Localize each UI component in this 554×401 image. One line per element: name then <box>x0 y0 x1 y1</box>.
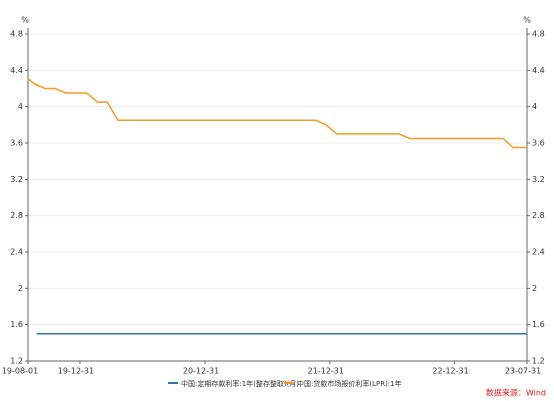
y-tick-label: 3.6 <box>10 139 23 148</box>
y-tick-label: 2.8 <box>10 211 23 220</box>
y-tick-label: 4.8 <box>10 30 23 39</box>
y-tick-label: 4.4 <box>10 66 23 75</box>
y-tick-label: 1.2 <box>10 357 23 366</box>
legend-label: 中国:贷款市场报价利率(LPR):1年 <box>297 379 402 388</box>
y2-tick-label: 2.4 <box>532 248 545 257</box>
legend-label: 中国:定期存款利率:1年(整存整取)(月) <box>181 379 299 388</box>
x-tick-label: 19-12-31 <box>58 367 94 376</box>
y2-tick-label: 4.4 <box>532 66 545 75</box>
y2-tick-label: 4 <box>532 102 537 111</box>
y2-tick-label: 4.8 <box>532 30 545 39</box>
y-tick-label: 1.6 <box>10 320 23 329</box>
source: 数据来源：Wind <box>486 388 546 398</box>
series-line <box>27 77 527 149</box>
y-unit: % <box>21 16 29 25</box>
x-tick-label: 21-12-31 <box>308 367 344 376</box>
y2-tick-label: 1.6 <box>532 320 545 329</box>
y2-tick-label: 3.2 <box>532 175 545 184</box>
y-tick-label: 4 <box>18 102 23 111</box>
x-tick-label: 23-07-31 <box>505 367 541 376</box>
y-tick-label: 2 <box>18 284 23 293</box>
y2-tick-label: 3.6 <box>532 139 545 148</box>
y2-unit: % <box>523 16 531 25</box>
y2-tick-label: 1.2 <box>532 357 545 366</box>
y2-tick-label: 2 <box>532 284 537 293</box>
y-tick-label: 3.2 <box>10 175 23 184</box>
x-tick-label: 20-12-31 <box>183 367 219 376</box>
y2-tick-label: 2.8 <box>532 211 545 220</box>
x-tick-label: 19-08-01 <box>2 367 38 376</box>
x-tick-label: 22-12-31 <box>432 367 468 376</box>
y-tick-label: 2.4 <box>10 248 23 257</box>
